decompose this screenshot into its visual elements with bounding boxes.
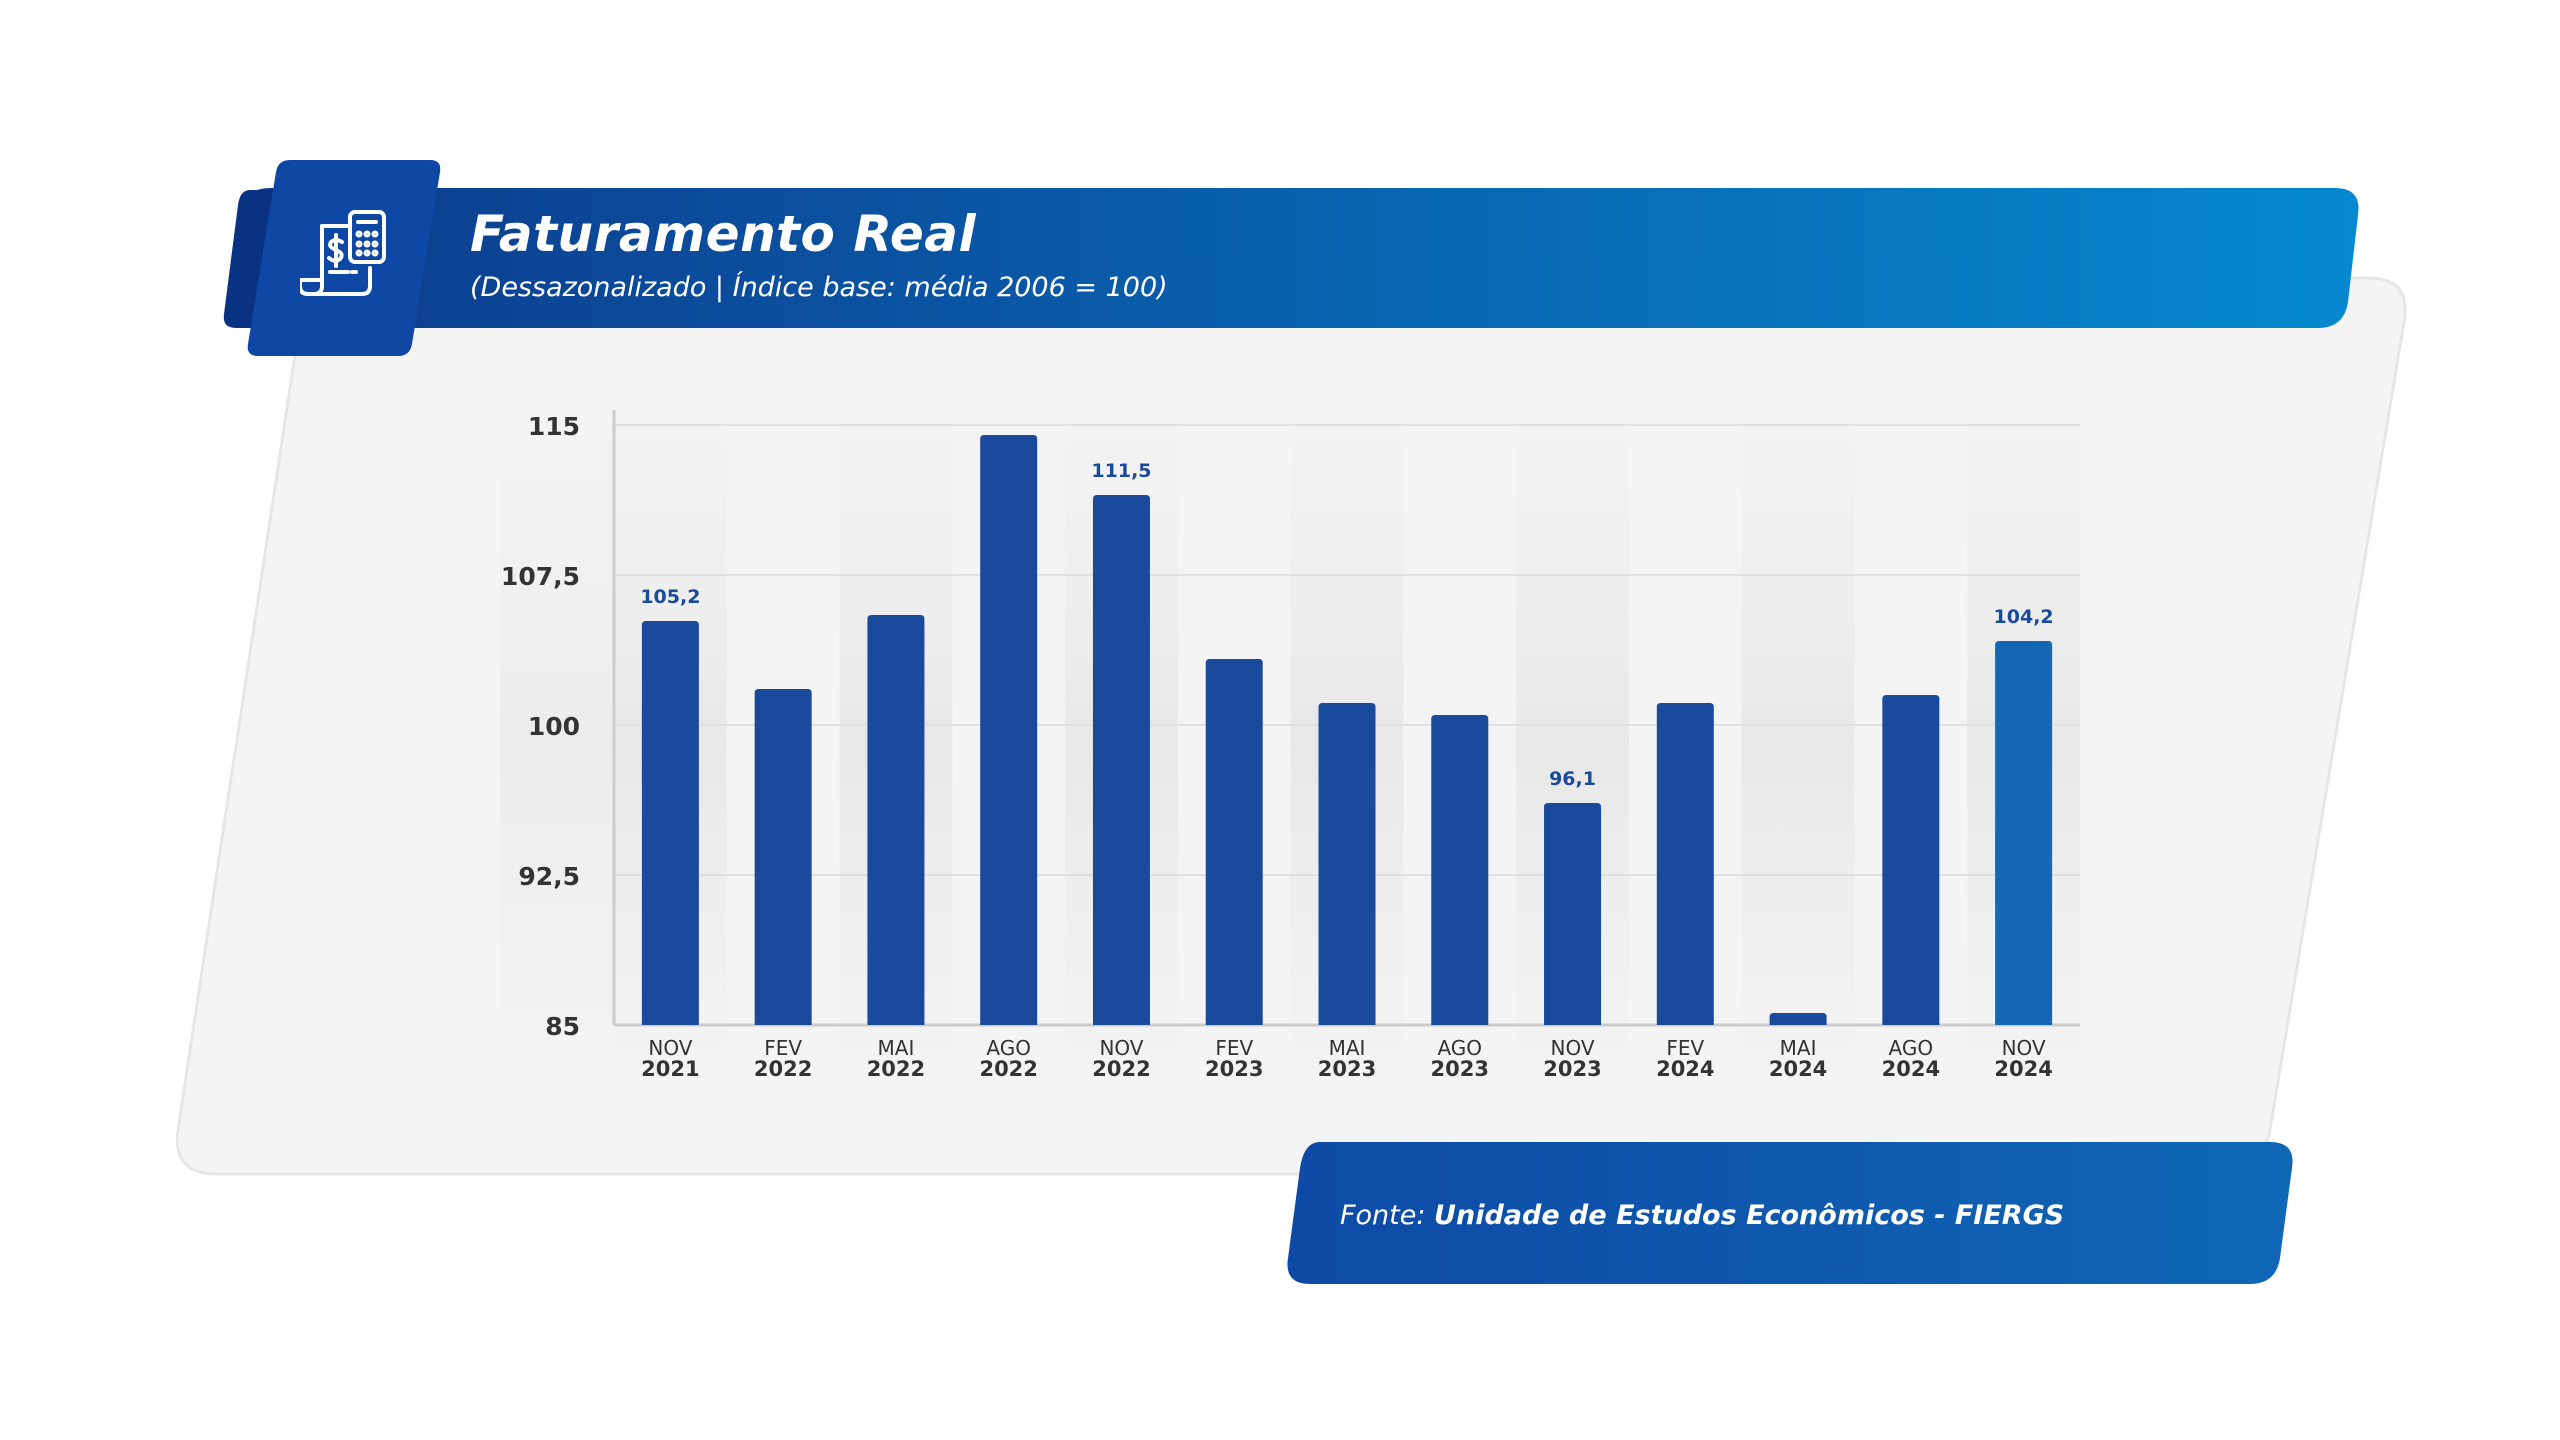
x-tick-label-year: 2024 <box>1994 1057 2052 1081</box>
chart-title: Faturamento Real <box>470 205 977 263</box>
bar <box>1656 703 1714 1025</box>
x-tick-label-year: 2024 <box>1769 1057 1827 1081</box>
x-tick-label-year: 2022 <box>1092 1057 1150 1081</box>
data-label: 96,1 <box>1549 768 1596 790</box>
bar <box>1544 803 1602 1025</box>
x-tick-label-month: MAI <box>1780 1036 1817 1060</box>
bar <box>1431 715 1489 1025</box>
x-tick-label-month: AGO <box>986 1036 1031 1060</box>
bar <box>1995 641 2053 1025</box>
x-tick-label-month: FEV <box>1666 1036 1704 1060</box>
bar <box>641 621 699 1025</box>
y-tick-label: 85 <box>545 1012 580 1041</box>
bar <box>1882 695 1940 1025</box>
bar <box>754 689 812 1025</box>
x-tick-label-year: 2022 <box>979 1057 1037 1081</box>
x-tick-label-year: 2023 <box>1205 1057 1263 1081</box>
x-tick-label-year: 2023 <box>1431 1057 1489 1081</box>
x-tick-label-year: 2024 <box>1656 1057 1714 1081</box>
bar <box>980 435 1038 1025</box>
y-tick-label: 115 <box>528 412 580 441</box>
x-tick-label-year: 2022 <box>754 1057 812 1081</box>
x-tick-label-month: MAI <box>878 1036 915 1060</box>
data-label: 104,2 <box>1994 606 2054 628</box>
bar <box>1205 659 1263 1025</box>
column-shade <box>1741 385 1855 1105</box>
x-tick-label-year: 2022 <box>867 1057 925 1081</box>
x-tick-label-year: 2023 <box>1543 1057 1601 1081</box>
x-tick-label-month: NOV <box>648 1036 692 1060</box>
x-tick-label-year: 2021 <box>641 1057 699 1081</box>
source-note: Fonte: Unidade de Estudos Econômicos - F… <box>1340 1200 2064 1231</box>
x-tick-label-month: FEV <box>1215 1036 1253 1060</box>
source-prefix: Fonte: <box>1340 1200 1435 1231</box>
source-name: Unidade de Estudos Econômicos - FIERGS <box>1434 1200 2065 1231</box>
chart-subtitle: (Dessazonalizado | Índice base: média 20… <box>470 272 1168 303</box>
bar <box>867 615 925 1025</box>
x-tick-label-year: 2023 <box>1318 1057 1376 1081</box>
x-tick-label-month: NOV <box>1551 1036 1595 1060</box>
x-tick-label-year: 2024 <box>1882 1057 1940 1081</box>
data-label: 105,2 <box>640 586 700 608</box>
invoice-calculator-icon <box>300 210 386 296</box>
y-tick-label: 100 <box>528 712 580 741</box>
bar <box>1092 495 1150 1025</box>
x-tick-label-month: AGO <box>1889 1036 1934 1060</box>
x-tick-label-month: NOV <box>2002 1036 2046 1060</box>
bar <box>1318 703 1376 1025</box>
x-tick-label-month: FEV <box>764 1036 802 1060</box>
y-tick-label: 92,5 <box>518 862 580 891</box>
y-tick-label: 107,5 <box>501 562 580 591</box>
x-tick-label-month: AGO <box>1437 1036 1482 1060</box>
bar <box>1769 1013 1827 1025</box>
column-shade <box>500 385 614 1105</box>
x-tick-label-month: NOV <box>1099 1036 1143 1060</box>
data-label: 111,5 <box>1091 460 1151 482</box>
x-tick-label-month: MAI <box>1329 1036 1366 1060</box>
